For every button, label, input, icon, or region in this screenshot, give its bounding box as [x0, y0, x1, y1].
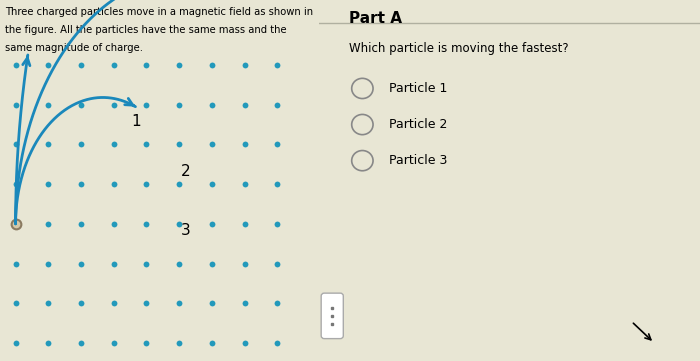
FancyBboxPatch shape [321, 293, 343, 339]
Text: the figure. All the particles have the same mass and the: the figure. All the particles have the s… [5, 25, 286, 35]
Text: 2: 2 [181, 164, 190, 179]
Text: Particle 1: Particle 1 [389, 82, 447, 95]
Text: Which particle is moving the fastest?: Which particle is moving the fastest? [349, 42, 568, 55]
Text: 3: 3 [181, 223, 190, 238]
Text: Particle 2: Particle 2 [389, 118, 447, 131]
Text: Particle 3: Particle 3 [389, 154, 447, 167]
Text: Three charged particles move in a magnetic field as shown in: Three charged particles move in a magnet… [5, 7, 313, 17]
Text: same magnitude of charge.: same magnitude of charge. [5, 43, 143, 53]
Text: 1: 1 [131, 114, 141, 129]
Text: Part A: Part A [349, 11, 402, 26]
